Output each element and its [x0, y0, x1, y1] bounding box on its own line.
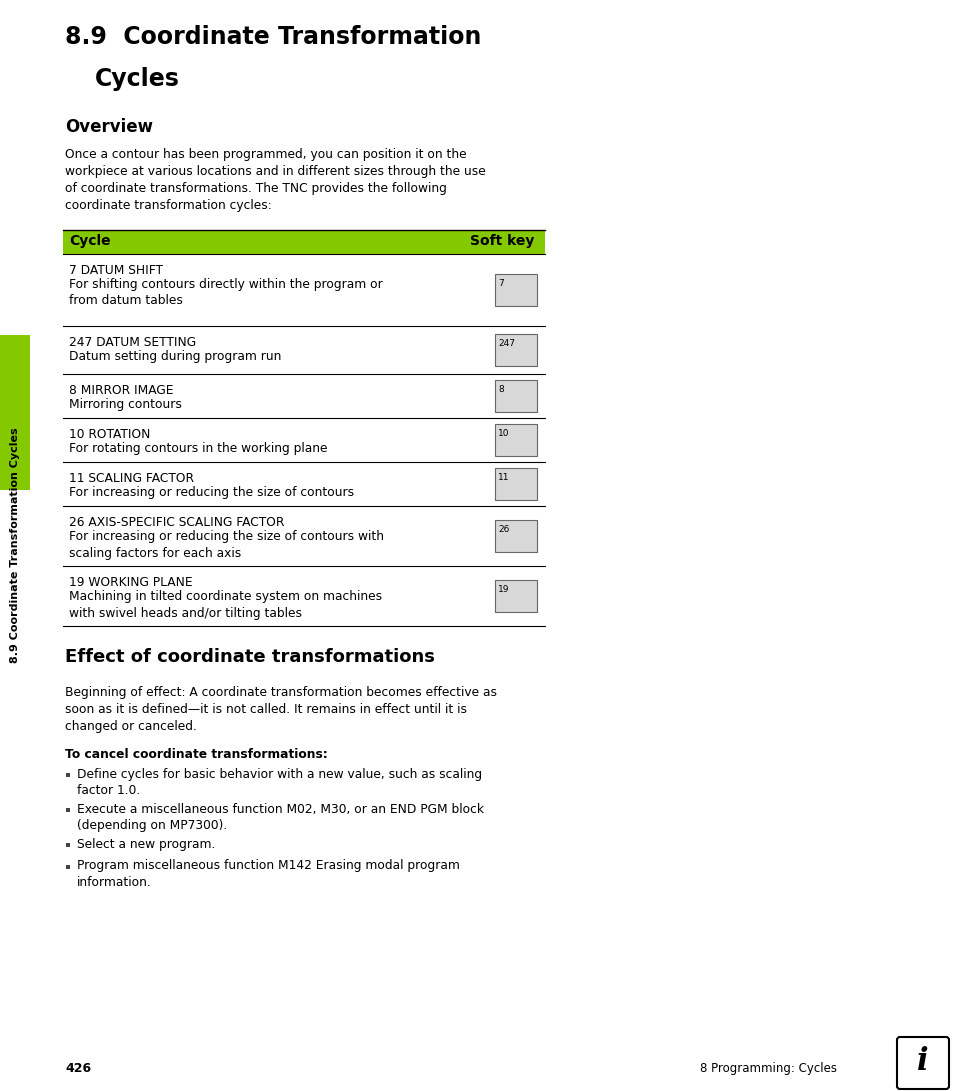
Bar [63, 230, 544, 254]
Bar [495, 334, 537, 365]
Text: 247: 247 [497, 339, 515, 348]
Bar [66, 808, 70, 812]
Bar [66, 864, 70, 868]
Text: Overview: Overview [65, 118, 152, 136]
Bar [495, 520, 537, 552]
Text: Execute a miscellaneous function M02, M30, or an END PGM block
(depending on MP7: Execute a miscellaneous function M02, M3… [77, 803, 483, 832]
Bar [66, 774, 70, 777]
Text: Cycle: Cycle [69, 233, 111, 248]
Text: 19 WORKING PLANE: 19 WORKING PLANE [69, 576, 193, 589]
Bar [495, 380, 537, 412]
Text: 426: 426 [65, 1062, 91, 1075]
Text: 10 ROTATION: 10 ROTATION [69, 428, 151, 441]
Text: For increasing or reducing the size of contours with
scaling factors for each ax: For increasing or reducing the size of c… [69, 530, 384, 560]
Bar [0, 0, 30, 1091]
Text: 247 DATUM SETTING: 247 DATUM SETTING [69, 336, 196, 349]
FancyBboxPatch shape [896, 1038, 948, 1089]
Bar [66, 843, 70, 847]
Text: 8: 8 [497, 385, 503, 394]
Text: Machining in tilted coordinate system on machines
with swivel heads and/or tilti: Machining in tilted coordinate system on… [69, 590, 382, 620]
Text: Define cycles for basic behavior with a new value, such as scaling
factor 1.0.: Define cycles for basic behavior with a … [77, 768, 481, 798]
Text: 8 Programming: Cycles: 8 Programming: Cycles [700, 1062, 836, 1075]
Bar [495, 580, 537, 612]
Text: 8.9  Coordinate Transformation: 8.9 Coordinate Transformation [65, 25, 481, 49]
Bar [495, 468, 537, 500]
Bar [495, 424, 537, 456]
Text: 7: 7 [497, 279, 503, 288]
Text: Program miscellaneous function M142 Erasing modal program
information.: Program miscellaneous function M142 Eras… [77, 860, 459, 889]
Text: 26 AXIS-SPECIFIC SCALING FACTOR: 26 AXIS-SPECIFIC SCALING FACTOR [69, 516, 284, 529]
Text: Select a new program.: Select a new program. [77, 838, 215, 851]
Text: 11 SCALING FACTOR: 11 SCALING FACTOR [69, 472, 193, 485]
Text: Beginning of effect: A coordinate transformation becomes effective as
soon as it: Beginning of effect: A coordinate transf… [65, 686, 497, 733]
Text: 8 MIRROR IMAGE: 8 MIRROR IMAGE [69, 384, 173, 397]
Text: i: i [916, 1046, 928, 1077]
Text: Effect of coordinate transformations: Effect of coordinate transformations [65, 648, 435, 666]
Text: 7 DATUM SHIFT: 7 DATUM SHIFT [69, 264, 163, 277]
Text: 10: 10 [497, 429, 509, 437]
Text: 19: 19 [497, 585, 509, 594]
Text: For rotating contours in the working plane: For rotating contours in the working pla… [69, 442, 327, 455]
Text: Mirroring contours: Mirroring contours [69, 398, 182, 411]
Text: Soft key: Soft key [470, 233, 534, 248]
Text: Once a contour has been programmed, you can position it on the
workpiece at vari: Once a contour has been programmed, you … [65, 148, 485, 212]
Text: 8.9 Coordinate Transformation Cycles: 8.9 Coordinate Transformation Cycles [10, 428, 20, 663]
Text: To cancel coordinate transformations:: To cancel coordinate transformations: [65, 748, 328, 762]
Bar [495, 274, 537, 305]
Text: 26: 26 [497, 525, 509, 533]
Text: Cycles: Cycles [95, 67, 180, 91]
Text: Datum setting during program run: Datum setting during program run [69, 350, 281, 363]
Text: For shifting contours directly within the program or
from datum tables: For shifting contours directly within th… [69, 278, 382, 308]
Text: For increasing or reducing the size of contours: For increasing or reducing the size of c… [69, 485, 354, 499]
Text: 11: 11 [497, 473, 509, 482]
Bar [0, 335, 30, 490]
